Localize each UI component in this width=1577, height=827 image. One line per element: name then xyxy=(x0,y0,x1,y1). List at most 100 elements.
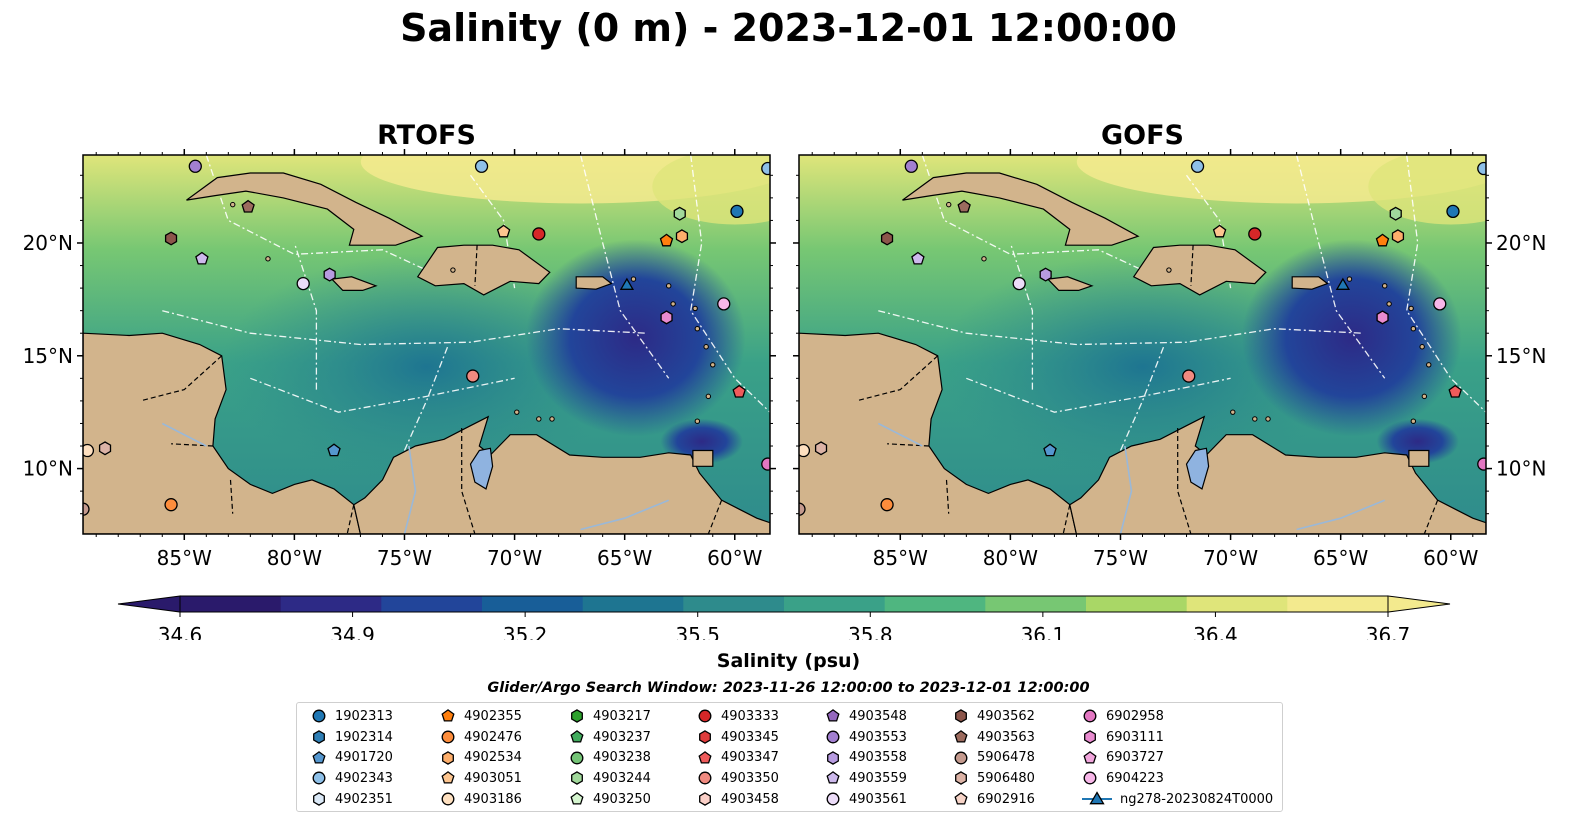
legend-marker xyxy=(313,792,325,806)
legend-item: 6904223 xyxy=(1082,768,1273,789)
legend-marker xyxy=(699,792,711,806)
x-tick-label: 70°W xyxy=(487,546,542,570)
x-tick-label: 80°W xyxy=(267,546,322,570)
land-puertorico xyxy=(1291,276,1329,290)
legend-item: 1902313 xyxy=(311,706,393,727)
salinity-colorbar: 34.6 34.9 35.2 35.5 35.8 36.1 36.4 36.7 xyxy=(117,595,1451,640)
legend-item: 4903186 xyxy=(440,789,522,810)
legend-marker-icon xyxy=(826,771,840,784)
lake-maracaibo xyxy=(469,447,494,490)
legend-item: 6902958 xyxy=(1082,706,1273,727)
legend-item: 6903111 xyxy=(1082,727,1273,748)
legend-item: 4902355 xyxy=(440,706,522,727)
float-marker xyxy=(1477,457,1486,471)
legend-label: 4903237 xyxy=(593,729,651,745)
legend-item: 4903333 xyxy=(697,706,779,727)
legend-marker xyxy=(570,792,584,805)
legend-label: 4902534 xyxy=(464,750,522,766)
y-tick-label: 15°N xyxy=(1496,344,1546,368)
legend-item: 4903563 xyxy=(953,727,1035,748)
legend-label: 4903051 xyxy=(464,770,522,786)
legend-marker-icon xyxy=(827,750,839,765)
legend-marker xyxy=(954,751,968,765)
legend-marker xyxy=(1089,791,1105,805)
x-tick-label: 75°W xyxy=(377,546,432,570)
legend-marker-icon xyxy=(570,792,584,805)
legend-label: 4902476 xyxy=(464,729,522,745)
y-tick-label: 20°N xyxy=(1496,231,1546,255)
legend-label: 4903244 xyxy=(593,770,651,786)
float-marker xyxy=(1448,384,1462,398)
legend-marker-icon xyxy=(826,709,840,722)
float-marker xyxy=(717,297,731,311)
colorbar-segment xyxy=(1186,596,1288,612)
legend-label: 4903561 xyxy=(849,791,907,807)
float-marker xyxy=(532,227,546,241)
legend-label: 6903111 xyxy=(1106,729,1164,745)
legend-label: 4903553 xyxy=(849,729,907,745)
legend-marker-icon xyxy=(699,792,711,806)
x-tick-label: 80°W xyxy=(983,546,1038,570)
legend-marker xyxy=(698,750,712,764)
float-marker xyxy=(98,441,112,456)
legend-marker xyxy=(826,730,840,744)
colorbar-label: Salinity (psu) xyxy=(716,650,861,672)
legend-marker-icon xyxy=(313,792,325,806)
x-tick-label: 85°W xyxy=(157,546,212,570)
float-marker xyxy=(957,199,971,213)
legend-column: 4902355 4902476 4902534 4903051 4903186 xyxy=(440,706,522,809)
legend-marker xyxy=(954,730,968,743)
float-marker xyxy=(327,443,341,457)
legend-item: 4903562 xyxy=(953,706,1035,727)
legend-column: 4903217 4903237 4903238 4903244 4903250 xyxy=(569,706,651,809)
legend-item: 4903250 xyxy=(569,789,651,810)
legend-label: 4903347 xyxy=(721,750,779,766)
float-marker xyxy=(814,441,828,456)
colorbar-tick-label: 34.6 xyxy=(158,623,203,640)
land-southamerica xyxy=(1069,415,1486,534)
float-marker xyxy=(911,251,925,265)
gofs-map: 85°W 80°W 75°W 70°W 65°W 60°W 20°N 15°N 10°N xyxy=(793,149,1546,570)
legend-label: ng278-20230824T0000 xyxy=(1120,791,1274,807)
float-marker xyxy=(1376,310,1389,325)
legend-item: 5906478 xyxy=(953,747,1035,768)
y-tick-label: 15°N xyxy=(23,344,73,368)
float-marker xyxy=(761,161,770,176)
legend-item: 1902314 xyxy=(311,727,393,748)
legend-marker xyxy=(312,750,326,764)
legend-marker-icon xyxy=(570,730,584,743)
legend-item: 4903237 xyxy=(569,727,651,748)
float-marker xyxy=(1391,229,1405,244)
rtofs-map: 85°W 80°W 75°W 70°W 65°W 60°W 20°N 15°N 10°N xyxy=(23,149,776,570)
float-marker xyxy=(164,231,178,246)
float-marker xyxy=(1446,204,1460,219)
legend-item: ng278-20230824T0000 xyxy=(1082,789,1273,810)
land-trinidad xyxy=(1408,449,1430,467)
legend-column: 4903562 4903563 5906478 5906480 6902916 xyxy=(953,706,1035,809)
float-marker xyxy=(164,498,178,512)
float-marker xyxy=(675,229,689,244)
legend-marker-icon xyxy=(571,709,583,724)
land-southamerica xyxy=(353,415,770,534)
legend-marker-icon xyxy=(313,730,325,744)
y-tick-label: 10°N xyxy=(23,457,73,481)
search-window-text: Glider/Argo Search Window: 2023-11-26 12… xyxy=(487,680,1090,696)
legend-marker-icon xyxy=(441,771,455,784)
land-cuba xyxy=(186,172,424,246)
float-marker xyxy=(1012,276,1026,291)
map-panels: 85°W 80°W 75°W 70°W 65°W 60°W 20°N 15°N 10°N 85°… xyxy=(23,149,1546,640)
legend-marker-icon xyxy=(955,709,967,724)
land-hispaniola xyxy=(1132,244,1267,296)
float-marker xyxy=(730,204,744,219)
legend-label: 6902958 xyxy=(1106,708,1164,724)
legend-label: 4903333 xyxy=(721,708,779,724)
land-trinidad xyxy=(692,449,714,467)
legend-marker xyxy=(1083,709,1097,723)
legend-label: 4903563 xyxy=(977,729,1035,745)
legend-column: 1902313 1902314 4901720 4902343 4902351 xyxy=(311,706,393,809)
legend-marker xyxy=(313,730,325,744)
colorbar-segment xyxy=(784,596,886,612)
legend-item: 4902343 xyxy=(311,768,393,789)
legend-marker-icon xyxy=(954,730,968,743)
legend-marker-icon xyxy=(441,792,455,806)
